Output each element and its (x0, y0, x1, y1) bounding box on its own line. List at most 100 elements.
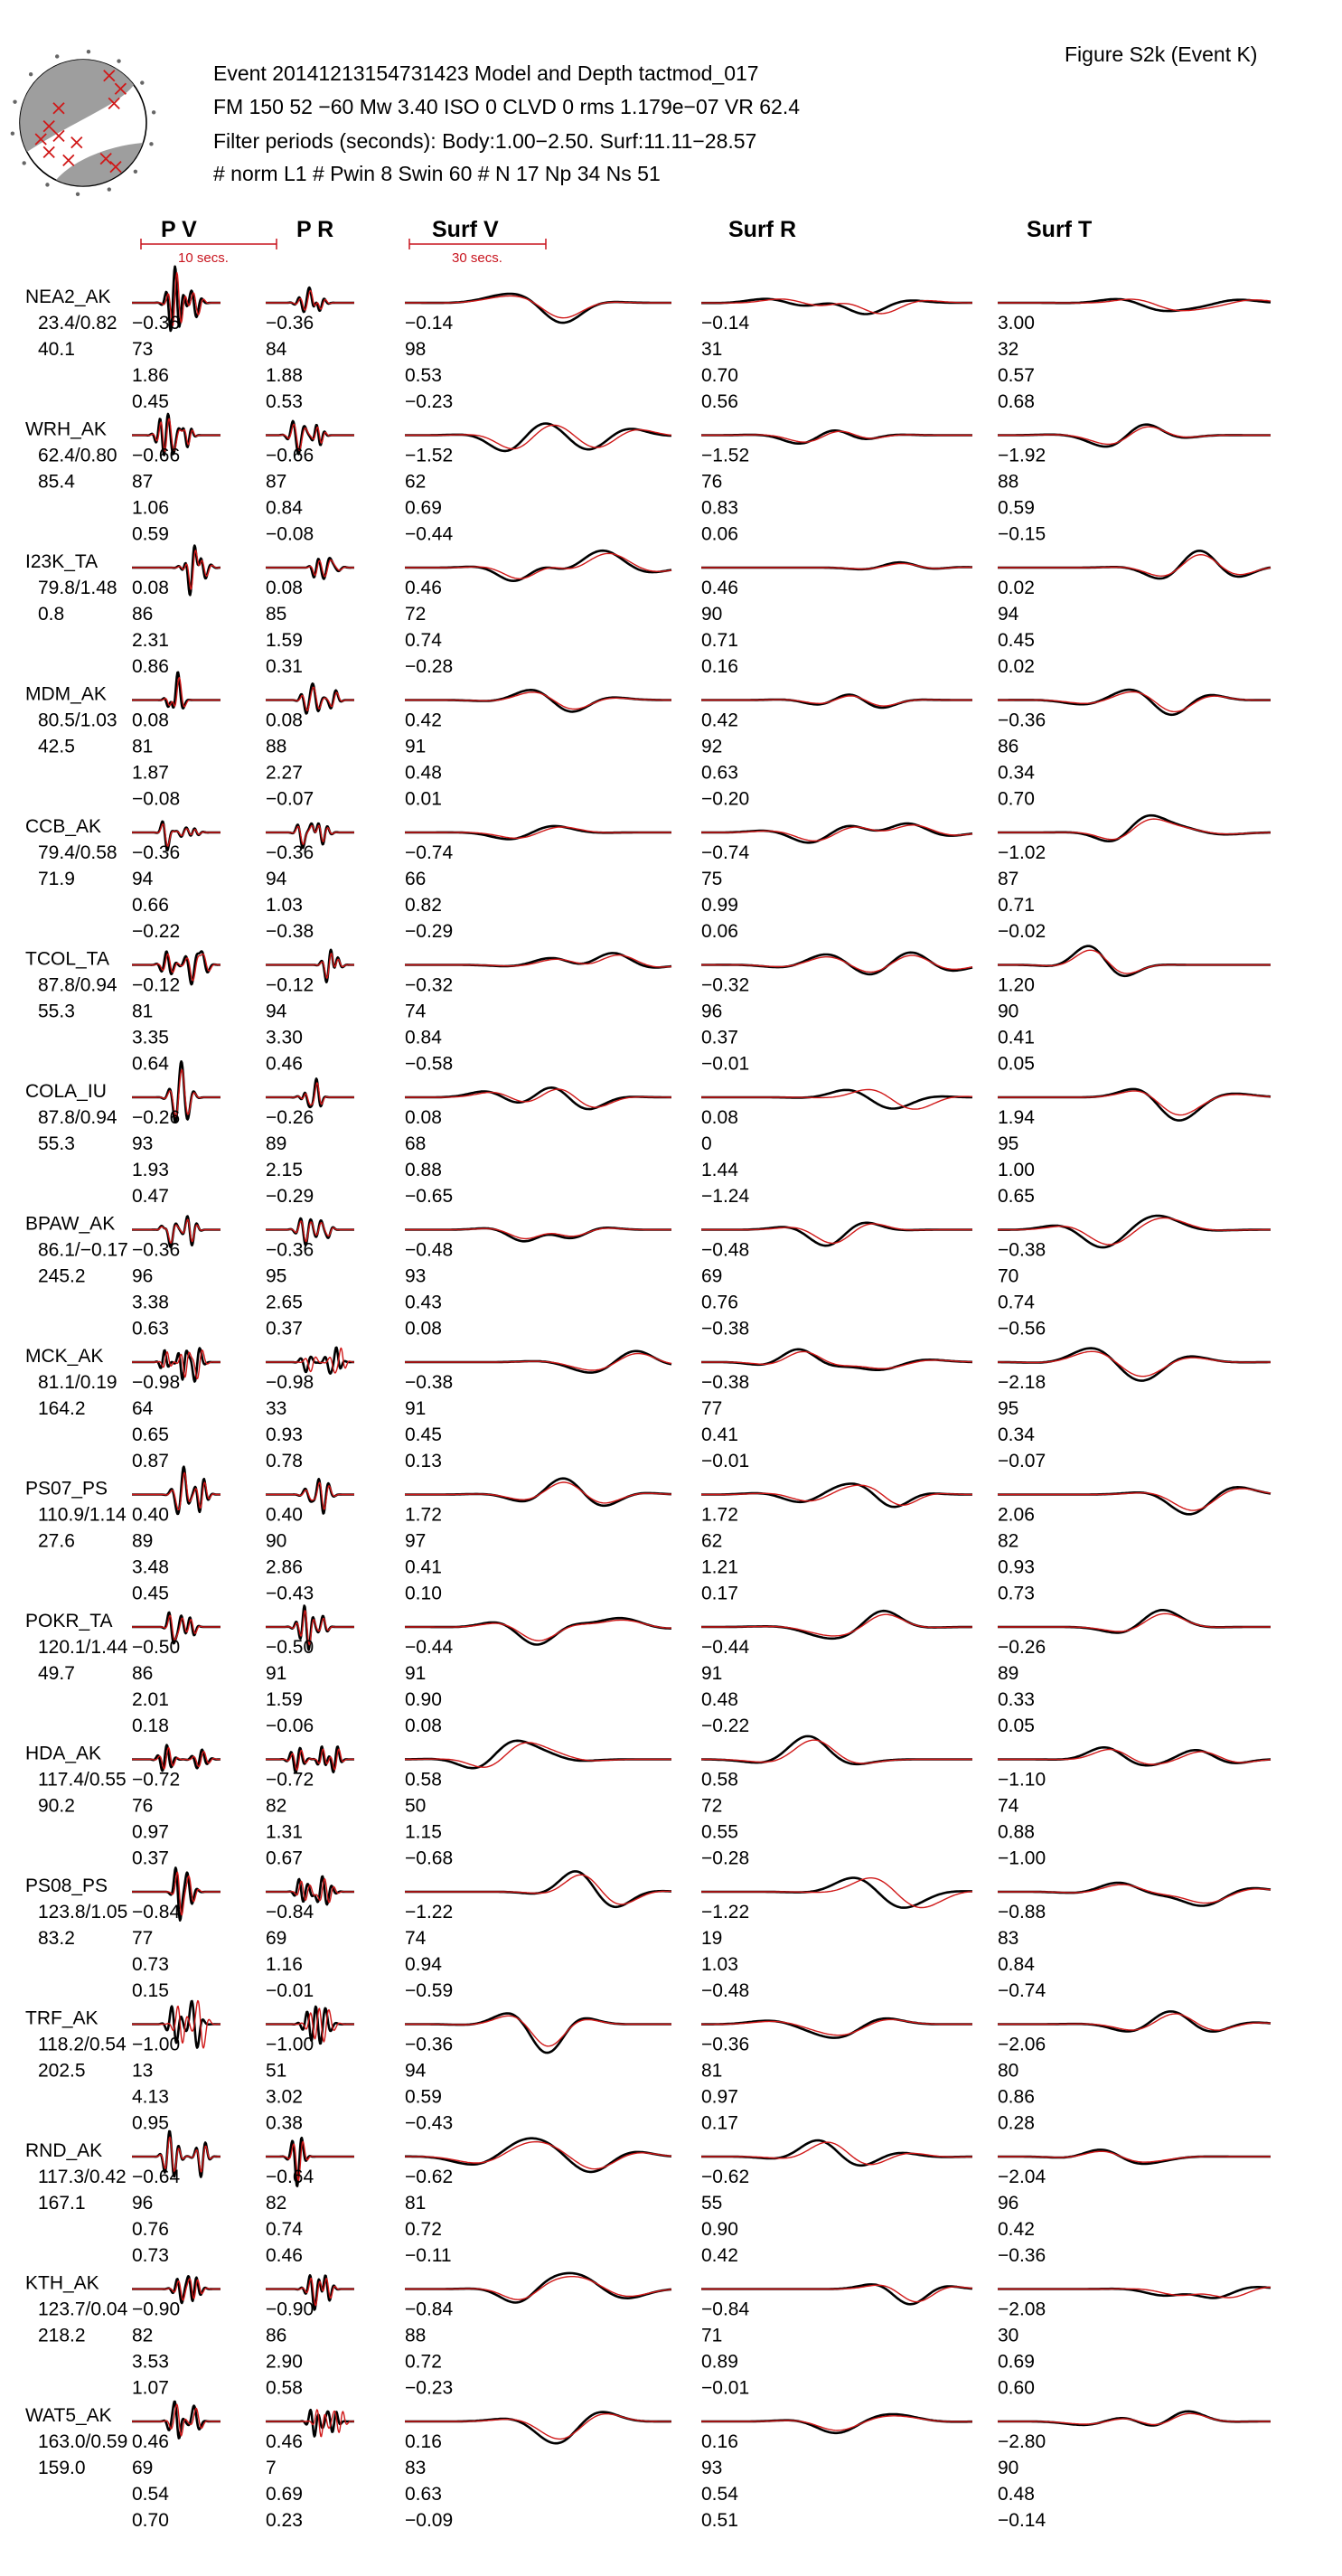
waveform-fit-stat: −0.74 (701, 842, 749, 863)
waveform-fit-stat: 89 (998, 1663, 1018, 1684)
synthetic-waveform-trace (701, 1223, 972, 1245)
synthetic-waveform-trace (998, 949, 1271, 974)
waveform-fit-stat: 93 (132, 1133, 153, 1154)
waveform-fit-stat: 81 (405, 2193, 426, 2214)
synthetic-waveform-trace (266, 1082, 354, 1106)
observed-waveform-trace (405, 2137, 672, 2174)
waveform-fit-stat: 0.58 (266, 2378, 303, 2399)
waveform-fit-stat: 94 (405, 2061, 427, 2082)
waveform-fit-stat: 0.70 (998, 789, 1035, 810)
waveform-fit-stat: 94 (266, 869, 287, 889)
waveform-fit-stat: 88 (405, 2326, 426, 2346)
synthetic-waveform-trace (701, 1350, 973, 1369)
waveform-fit-stat: 2.65 (266, 1293, 303, 1313)
waveform-fit-stat: 0.17 (701, 1584, 738, 1604)
waveform-fit-stat: 4.13 (132, 2087, 169, 2108)
waveform-fit-stat: −1.02 (998, 842, 1046, 863)
waveform-fit-stat: 19 (701, 1928, 722, 1949)
waveform-fit-stat: −0.43 (266, 1584, 314, 1604)
station-name: COLA_IU (25, 1081, 107, 1102)
station-distance-azimuth: 80.5/1.03 (38, 710, 117, 731)
waveform-fit-stat: 98 (405, 339, 426, 360)
column-header-pr: P R (296, 217, 333, 242)
waveform-fit-stat: 91 (266, 1663, 286, 1684)
waveform-fit-stat: −1.52 (701, 446, 749, 466)
synthetic-waveform-trace (405, 2276, 672, 2300)
waveform-fit-stat: −0.72 (132, 1770, 180, 1791)
waveform-fit-stat: 1.03 (701, 1954, 738, 1975)
waveform-fit-stat: 82 (266, 2193, 286, 2214)
waveform-fit-stat: 70 (998, 1266, 1018, 1287)
synthetic-waveform-trace (266, 2277, 354, 2307)
synthetic-waveform-trace (998, 1090, 1272, 1116)
polarity-cross-mark (103, 70, 116, 82)
waveform-fit-stat: 1.44 (701, 1160, 738, 1180)
waveform-fit-stat: −0.08 (132, 789, 180, 810)
waveform-fit-stat: 0.89 (701, 2352, 738, 2373)
waveform-fit-stat: 86 (266, 2326, 286, 2346)
synthetic-waveform-trace (405, 1088, 671, 1108)
column-header-surf-t: Surf T (1027, 217, 1092, 242)
synthetic-waveform-trace (701, 2284, 973, 2303)
observed-waveform-trace (701, 693, 972, 710)
observed-waveform-trace (701, 1348, 973, 1371)
waveform-fit-stat: 0.18 (132, 1716, 169, 1736)
header-line-4: # norm L1 # Pwin 8 Swin 60 # N 17 Np 34 … (213, 162, 661, 185)
waveform-fit-stat: 1.15 (405, 1822, 442, 1843)
waveform-fit-stat: 84 (266, 339, 287, 360)
station-distance-azimuth: 79.4/0.58 (38, 842, 117, 863)
polarity-cross-mark (42, 146, 55, 159)
station-back-azimuth: 202.5 (38, 2061, 86, 2082)
waveform-fit-stat: 82 (266, 1796, 286, 1817)
station-name: MCK_AK (25, 1346, 103, 1367)
waveform-fit-stat: 0.68 (998, 391, 1035, 412)
station-back-azimuth: 83.2 (38, 1928, 75, 1949)
waveform-fit-stat: 0.02 (998, 656, 1035, 677)
waveform-fit-stat: 90 (266, 1531, 286, 1552)
waveform-fit-stat: 0.84 (405, 1028, 442, 1048)
waveform-fit-stat: −2.04 (998, 2167, 1046, 2187)
waveform-fit-stat: −0.22 (701, 1716, 749, 1736)
waveform-fit-stat: 0.71 (998, 895, 1035, 916)
synthetic-waveform-trace (405, 295, 671, 319)
station-azimuth-dot (86, 50, 91, 54)
synthetic-waveform-trace (701, 2415, 972, 2431)
waveform-fit-stat: 0.43 (405, 1293, 442, 1313)
waveform-fit-stat: 88 (998, 472, 1018, 493)
waveform-fit-stat: 3.35 (132, 1028, 169, 1048)
synthetic-waveform-trace (132, 271, 221, 327)
waveform-fit-stat: 3.38 (132, 1293, 169, 1313)
waveform-fit-stat: 77 (132, 1928, 153, 1949)
synthetic-waveform-trace (998, 1217, 1271, 1246)
waveform-fit-stat: −0.88 (998, 1902, 1046, 1923)
waveform-fit-stat: 0 (701, 1133, 712, 1154)
synthetic-waveform-trace (266, 1220, 354, 1243)
station-back-azimuth: 164.2 (38, 1398, 86, 1419)
waveform-fit-stat: −2.06 (998, 2035, 1046, 2055)
synthetic-waveform-trace (266, 1877, 354, 1904)
waveform-fit-stat: 0.54 (132, 2484, 169, 2505)
waveform-fit-stat: −0.01 (701, 2378, 749, 2399)
synthetic-waveform-trace (701, 695, 972, 707)
synthetic-waveform-trace (405, 552, 672, 579)
waveform-fit-stat: −0.02 (998, 921, 1046, 942)
waveform-fit-stat: −0.98 (266, 1372, 314, 1393)
observed-waveform-trace (701, 1088, 973, 1110)
waveform-fit-stat: 0.42 (701, 710, 738, 731)
waveform-fit-stat: −0.22 (132, 921, 180, 942)
waveform-fit-stat: 0.42 (998, 2219, 1035, 2240)
waveform-fit-stat: 76 (701, 472, 722, 493)
waveform-fit-stat: 0.63 (132, 1319, 169, 1340)
station-distance-azimuth: 120.1/1.44 (38, 1637, 128, 1658)
waveform-fit-stat: −0.23 (405, 2378, 453, 2399)
station-back-azimuth: 167.1 (38, 2193, 86, 2214)
station-name: TRF_AK (25, 2008, 99, 2029)
waveform-fit-stat: 1.00 (998, 1160, 1035, 1180)
waveform-fit-stat: 0.59 (132, 524, 169, 545)
synthetic-waveform-trace (701, 1613, 973, 1637)
synthetic-waveform-trace (266, 1347, 354, 1374)
waveform-fit-stat: 86 (998, 737, 1018, 757)
waveform-fit-stat: 13 (132, 2061, 153, 2082)
station-row: I23K_TA 79.8/1.48 0.8 0.08 86 2.31 0.86 0.08 85 1… (25, 544, 1272, 677)
synthetic-waveform-trace (132, 676, 221, 708)
